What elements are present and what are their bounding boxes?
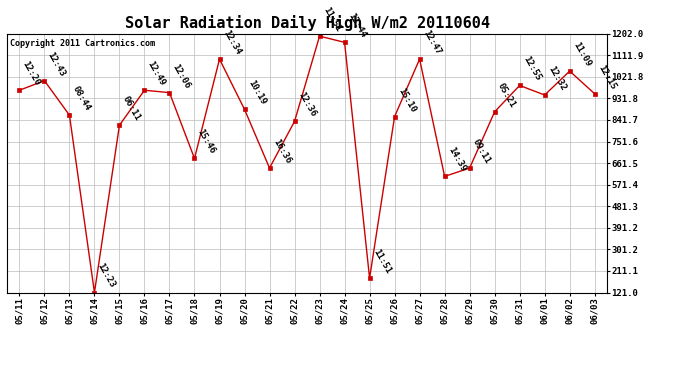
Text: 12:23: 12:23: [96, 262, 117, 290]
Text: 08:44: 08:44: [71, 85, 92, 112]
Text: 14:39: 14:39: [446, 146, 467, 174]
Text: 10:19: 10:19: [246, 79, 267, 106]
Text: 12:43: 12:43: [46, 50, 67, 78]
Text: 12:55: 12:55: [521, 55, 542, 82]
Text: 12:15: 12:15: [596, 63, 618, 91]
Text: 12:49: 12:49: [146, 60, 167, 87]
Text: 11:51: 11:51: [371, 248, 392, 275]
Text: Copyright 2011 Cartronics.com: Copyright 2011 Cartronics.com: [10, 39, 155, 48]
Text: 15:10: 15:10: [396, 86, 417, 114]
Text: 11:51: 11:51: [321, 6, 342, 33]
Text: 12:36: 12:36: [296, 91, 317, 118]
Text: 12:32: 12:32: [546, 64, 567, 92]
Text: 09:11: 09:11: [471, 138, 492, 165]
Text: 16:36: 16:36: [271, 138, 292, 165]
Text: 06:11: 06:11: [121, 94, 142, 122]
Text: 05:21: 05:21: [496, 81, 518, 109]
Title: Solar Radiation Daily High W/m2 20110604: Solar Radiation Daily High W/m2 20110604: [125, 15, 489, 31]
Text: 12:34: 12:34: [221, 28, 242, 56]
Text: 12:47: 12:47: [421, 28, 442, 56]
Text: 12:06: 12:06: [171, 62, 192, 90]
Text: 15:46: 15:46: [196, 128, 217, 156]
Text: 11:09: 11:09: [571, 40, 592, 68]
Text: 12:44: 12:44: [346, 12, 367, 40]
Text: 12:20: 12:20: [21, 60, 42, 87]
